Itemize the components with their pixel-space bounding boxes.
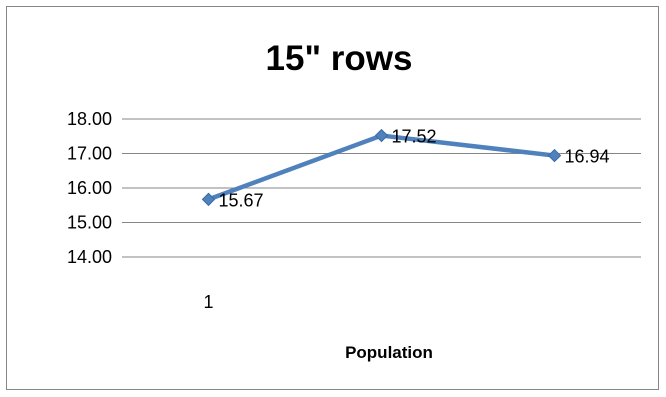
data-labels: 15.67 17.52 16.94 [219,127,610,211]
data-point-marker [201,192,216,207]
chart-title: 15" rows [266,39,413,78]
y-tick-label: 17.00 [67,144,112,164]
data-point-marker [374,128,389,143]
data-label: 16.94 [565,147,610,167]
x-axis-tick-labels: 1 [203,292,213,312]
chart-frame [6,6,659,390]
series-markers [201,128,562,207]
x-axis-title: Population [345,343,433,362]
gridlines [122,118,641,258]
data-label: 17.52 [392,127,437,147]
x-tick-label: 1 [203,292,213,312]
y-tick-label: 15.00 [67,213,112,233]
y-tick-label: 14.00 [67,247,112,267]
y-tick-label: 18.00 [67,109,112,129]
data-point-marker [547,148,562,163]
y-tick-label: 16.00 [67,178,112,198]
y-axis-tick-labels: 14.00 15.00 16.00 17.00 18.00 [67,109,112,267]
data-label: 15.67 [219,190,264,210]
